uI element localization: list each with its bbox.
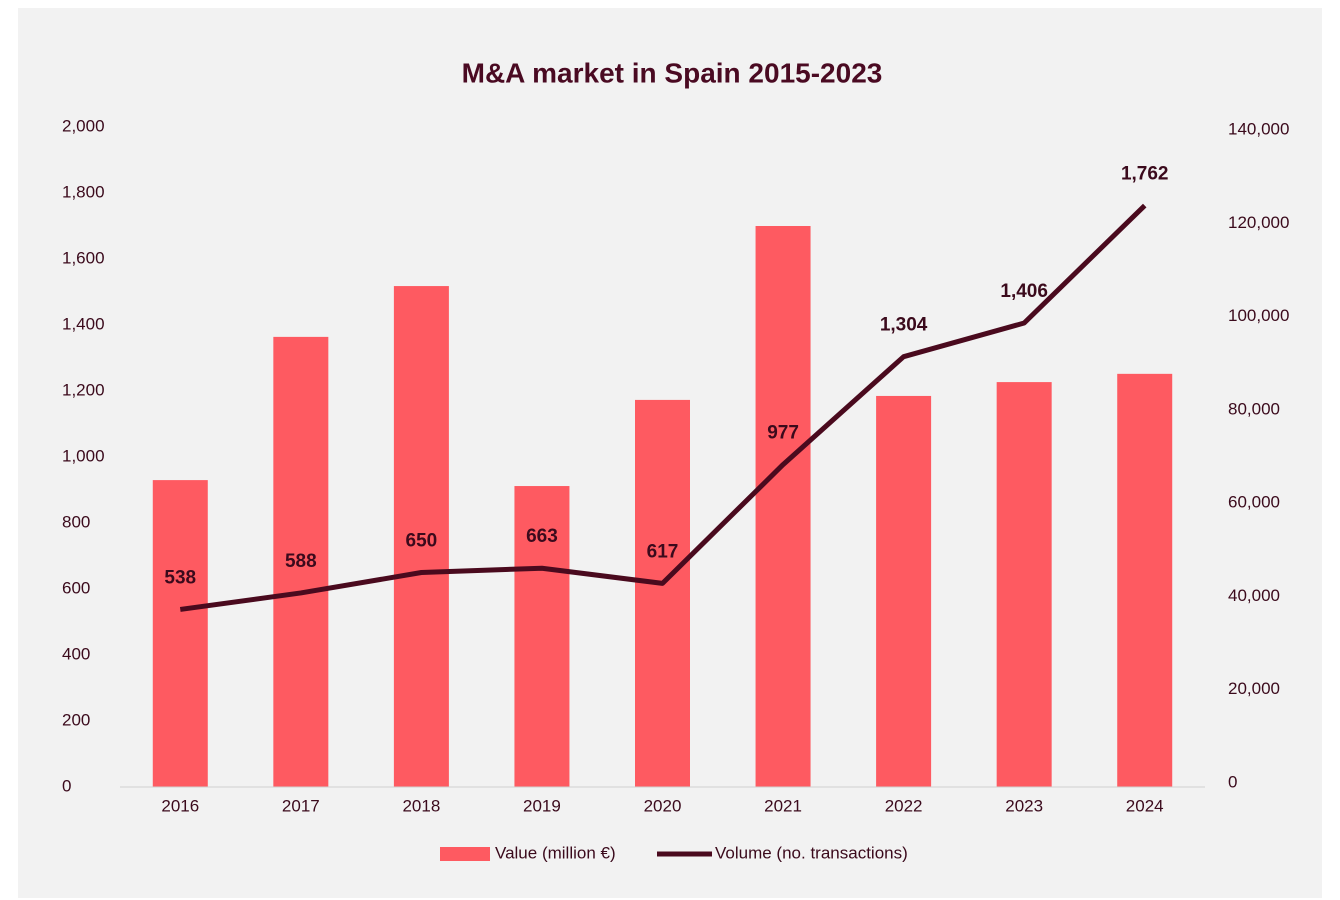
legend-label: Volume (no. transactions) <box>715 843 908 862</box>
x-tick-label: 2021 <box>764 796 802 815</box>
data-label: 1,304 <box>880 315 928 336</box>
x-tick-label: 2024 <box>1126 796 1164 815</box>
y-tick-label: 1,400 <box>62 314 105 333</box>
y2-tick-label: 100,000 <box>1228 306 1289 325</box>
chart-title: M&A market in Spain 2015-2023 <box>462 57 883 88</box>
x-tick-label: 2023 <box>1005 796 1043 815</box>
y-tick-label: 800 <box>62 512 90 531</box>
y2-tick-label: 0 <box>1228 772 1237 791</box>
bar <box>393 286 449 787</box>
bar <box>755 226 811 787</box>
y2-tick-label: 140,000 <box>1228 119 1289 138</box>
bar <box>514 486 570 787</box>
bar <box>273 336 329 787</box>
x-tick-label: 2016 <box>161 796 199 815</box>
data-label: 663 <box>526 526 558 547</box>
data-label: 538 <box>164 567 196 588</box>
data-label: 1,762 <box>1121 164 1169 185</box>
x-tick-label: 2022 <box>885 796 923 815</box>
x-tick-label: 2020 <box>644 796 682 815</box>
y-tick-label: 200 <box>62 710 90 729</box>
y-tick-label: 1,200 <box>62 380 105 399</box>
y-tick-label: 2,000 <box>62 116 105 135</box>
x-tick-label: 2017 <box>282 796 320 815</box>
y-tick-label: 1,600 <box>62 248 105 267</box>
y2-tick-label: 80,000 <box>1228 399 1280 418</box>
legend-swatch <box>440 847 490 861</box>
y2-tick-label: 120,000 <box>1228 213 1289 232</box>
y-tick-label: 600 <box>62 578 90 597</box>
data-label: 617 <box>647 541 679 562</box>
y-tick-label: 0 <box>62 776 71 795</box>
x-tick-label: 2018 <box>402 796 440 815</box>
bar <box>876 395 932 787</box>
data-label: 1,406 <box>1000 281 1048 302</box>
bar <box>996 382 1052 787</box>
y-tick-label: 1,000 <box>62 446 105 465</box>
y-tick-label: 400 <box>62 644 90 663</box>
bar <box>1117 373 1173 787</box>
data-label: 588 <box>285 551 317 572</box>
data-label: 977 <box>767 423 799 444</box>
y2-tick-label: 60,000 <box>1228 493 1280 512</box>
bar <box>152 480 208 787</box>
y2-tick-label: 20,000 <box>1228 679 1280 698</box>
x-tick-label: 2019 <box>523 796 561 815</box>
y-tick-label: 1,800 <box>62 182 105 201</box>
line <box>179 203 1147 612</box>
data-label: 650 <box>406 531 438 552</box>
bar <box>635 399 690 787</box>
y2-tick-label: 40,000 <box>1228 586 1280 605</box>
legend-label: Value (million €) <box>495 843 616 862</box>
